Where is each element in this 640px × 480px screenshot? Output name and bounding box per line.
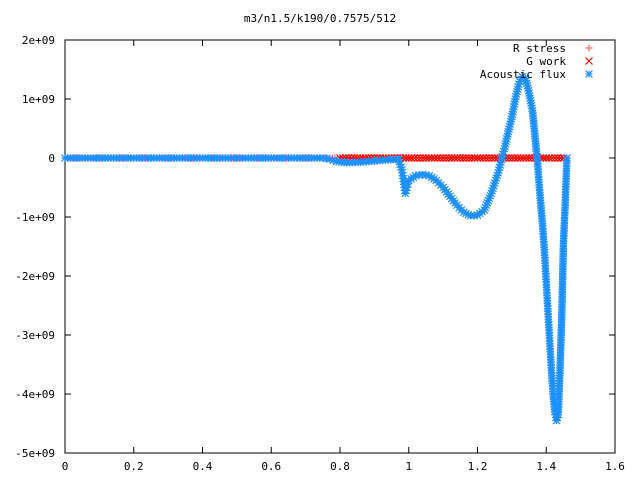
y-tick-label: -1e+09 bbox=[15, 211, 55, 224]
data-point bbox=[507, 154, 516, 162]
data-point bbox=[404, 154, 413, 162]
x-tick-label: 0.2 bbox=[124, 460, 144, 473]
data-point bbox=[450, 154, 459, 162]
data-point bbox=[427, 154, 436, 162]
data-point bbox=[553, 154, 562, 162]
data-point bbox=[410, 154, 419, 162]
data-point bbox=[516, 154, 525, 162]
legend-marker bbox=[585, 57, 593, 65]
data-marks bbox=[61, 72, 571, 425]
data-point bbox=[430, 154, 439, 162]
data-point bbox=[444, 154, 453, 162]
x-tick-label: 1.2 bbox=[468, 460, 488, 473]
x-tick-label: 0.6 bbox=[261, 460, 281, 473]
axis-ticks: 0 0.2 0.4 0.6 0.8 1 1.2 1.4 1.6 2e+09 1e+09 0 -1e+09… bbox=[15, 34, 625, 473]
y-tick-label: -4e+09 bbox=[15, 388, 55, 401]
data-point bbox=[459, 154, 468, 162]
legend-label: R stress bbox=[513, 42, 566, 55]
data-point bbox=[490, 154, 499, 162]
y-tick-label: -3e+09 bbox=[15, 329, 55, 342]
data-point bbox=[542, 154, 551, 162]
data-point bbox=[482, 154, 491, 162]
data-point bbox=[456, 154, 465, 162]
data-point bbox=[462, 154, 470, 162]
data-point bbox=[424, 154, 433, 162]
data-point bbox=[473, 154, 482, 162]
y-tick-label: 0 bbox=[48, 152, 55, 165]
data-point bbox=[453, 154, 462, 162]
x-tick-label: 0.8 bbox=[330, 460, 350, 473]
data-point bbox=[487, 154, 496, 162]
x-tick-label: 0.4 bbox=[193, 460, 213, 473]
data-point bbox=[413, 154, 422, 162]
data-point bbox=[562, 154, 571, 162]
y-tick-label: -5e+09 bbox=[15, 447, 55, 460]
data-point bbox=[550, 154, 559, 162]
data-point bbox=[470, 154, 479, 162]
data-point bbox=[485, 154, 493, 162]
data-point bbox=[556, 154, 565, 162]
data-point bbox=[419, 154, 427, 162]
data-point bbox=[442, 154, 450, 162]
legend-marker bbox=[585, 70, 593, 78]
data-point bbox=[548, 154, 556, 162]
data-point bbox=[525, 154, 533, 162]
data-point bbox=[479, 154, 488, 162]
x-tick-label: 1 bbox=[405, 460, 412, 473]
x-tick-label: 0 bbox=[62, 460, 69, 473]
data-point bbox=[467, 154, 476, 162]
y-tick-label: 1e+09 bbox=[22, 93, 55, 106]
data-point bbox=[433, 154, 442, 162]
data-point bbox=[545, 154, 554, 162]
chart-title: m3/n1.5/k190/0.7575/512 bbox=[244, 12, 396, 25]
data-point bbox=[522, 154, 531, 162]
data-point bbox=[436, 154, 445, 162]
data-point bbox=[513, 154, 522, 162]
data-point bbox=[422, 154, 430, 162]
data-point bbox=[447, 154, 456, 162]
data-point bbox=[505, 154, 513, 162]
data-point bbox=[416, 154, 425, 162]
data-point bbox=[407, 154, 416, 162]
x-tick-label: 1.6 bbox=[605, 460, 625, 473]
y-tick-label: 2e+09 bbox=[22, 34, 55, 47]
data-point bbox=[510, 154, 519, 162]
series-2 bbox=[61, 72, 571, 425]
data-point bbox=[439, 154, 448, 162]
data-point bbox=[464, 154, 473, 162]
y-tick-label: -2e+09 bbox=[15, 270, 55, 283]
data-point bbox=[476, 154, 485, 162]
data-point bbox=[519, 154, 528, 162]
legend-label: G work bbox=[526, 55, 566, 68]
data-point bbox=[401, 154, 410, 162]
legend-marker bbox=[585, 44, 593, 52]
legend-label: Acoustic flux bbox=[480, 68, 566, 81]
x-tick-label: 1.4 bbox=[536, 460, 556, 473]
